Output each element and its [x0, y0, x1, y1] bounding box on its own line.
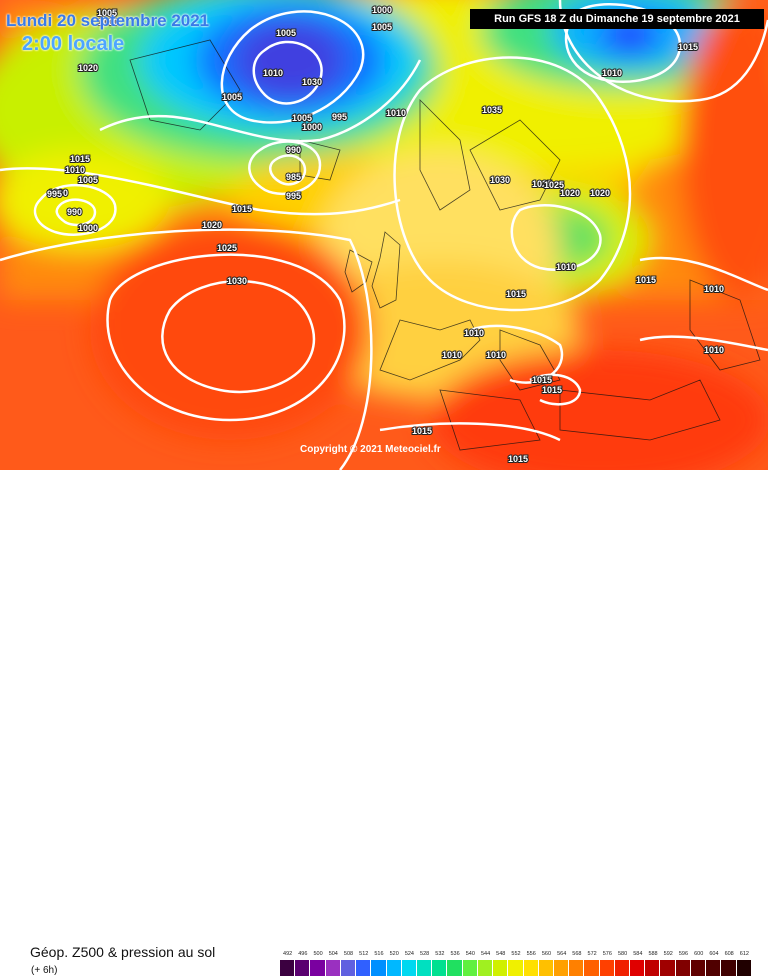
isobar-label: 1010 [442, 350, 462, 360]
isobar-label: 1015 [678, 42, 698, 52]
scale-labels: 492 496 500 504 508 512 516 520 524 528 532 536 540 5… [280, 951, 752, 959]
scale-label: 612 [739, 951, 749, 957]
isobar-label: 1015 [70, 154, 90, 164]
scale-swatch [295, 960, 311, 976]
isobar-label: 1010 [386, 108, 406, 118]
isobar-label: 1020 [202, 220, 222, 230]
isobar-label: 1015 [412, 426, 432, 436]
scale-swatch [401, 960, 417, 976]
scale-swatch [416, 960, 433, 976]
isobar-label: 1020 [590, 188, 610, 198]
scale-swatch [645, 960, 661, 976]
isobar-label: 1030 [302, 77, 322, 87]
isobar-label: 1010 [464, 328, 484, 338]
coastlines [129, 39, 761, 451]
isobar-label: 1030 [490, 175, 510, 185]
scale-swatches [280, 960, 752, 976]
scale-swatch [280, 960, 296, 976]
scale-swatch [462, 960, 478, 976]
isobar-labels: 1000 1005 1010 1015 1020 1025 1030 1035 … [46, 4, 725, 465]
isobar-label: 1005 [78, 175, 98, 185]
scale-swatch [614, 960, 631, 976]
isobar-label: 1005 [222, 92, 242, 102]
isobar-label: 1000 [78, 223, 98, 233]
product-title: Géop. Z500 & pression au sol [30, 944, 216, 960]
scale-swatch [553, 960, 570, 976]
isobar-label: 1005 [97, 8, 117, 18]
isobar-label: 1015 [636, 275, 656, 285]
isobar-label: 1015 [232, 204, 252, 214]
isobar-label: 1030 [227, 276, 247, 286]
isobar-label: 1000 [372, 5, 392, 15]
isobar-label: 1015 [542, 385, 562, 395]
isobar-label: 1010 [556, 262, 576, 272]
scale-swatch [432, 960, 448, 976]
isobar-label: 1015 [508, 454, 528, 464]
scale-swatch [508, 960, 524, 976]
scale-swatch [386, 960, 402, 976]
scale-swatch [660, 960, 676, 976]
scale-swatch [690, 960, 707, 976]
geopotential-map-canvas: 1000 1005 1010 1015 1020 1025 1030 1035 … [0, 0, 768, 470]
isobar-label: 990 [67, 207, 82, 217]
weather-map: 1000 1005 1010 1015 1020 1025 1030 1035 … [0, 0, 768, 470]
scale-swatch [675, 960, 691, 976]
scale-swatch [706, 960, 722, 976]
scale-swatch [477, 960, 494, 976]
scale-swatch [340, 960, 357, 976]
isobar-label: 1010 [486, 350, 506, 360]
scale-swatch [447, 960, 463, 976]
isobar-label: 1010 [704, 345, 724, 355]
scale-swatch [310, 960, 326, 976]
isobar-label: 1015 [506, 289, 526, 299]
scale-swatch [325, 960, 341, 976]
isobar-label: 1020 [560, 188, 580, 198]
copyright-notice: Copyright © 2021 Meteociel.fr [300, 444, 441, 455]
isobar-label: 995 [47, 189, 62, 199]
isobar-label: 990 [286, 145, 301, 155]
forecast-time: 2:00 locale [22, 33, 125, 55]
isobar-label: 1010 [65, 165, 85, 175]
isobar-label: 1015 [532, 375, 552, 385]
map-footer: Géop. Z500 & pression au sol (+ 6h) 492 4… [0, 470, 768, 976]
scale-swatch [599, 960, 615, 976]
forecast-step: (+ 6h) [31, 965, 58, 976]
isobar-label: 1010 [704, 284, 724, 294]
isobar-label: 995 [332, 112, 347, 122]
isobar-label: 1000 [302, 122, 322, 132]
isobar-label: 1000 [98, 17, 118, 27]
forecast-date: Lundi 20 septembre 2021 [6, 11, 210, 30]
isobar-label: 985 [286, 172, 301, 182]
scale-swatch [493, 960, 509, 976]
scale-swatch [736, 960, 752, 976]
scale-swatch [630, 960, 646, 976]
isobar-label: 1025 [217, 243, 237, 253]
scale-swatch [523, 960, 539, 976]
isobars [0, 0, 768, 470]
scale-swatch [569, 960, 585, 976]
geopotential-field [0, 0, 768, 470]
isobar-label: 1005 [276, 28, 296, 38]
isobar-label: 1010 [602, 68, 622, 78]
scale-swatch [721, 960, 737, 976]
scale-swatch [356, 960, 372, 976]
isobar-label: 1005 [292, 113, 312, 123]
isobar-label: 1035 [482, 105, 502, 115]
isobar-label: 1025 [532, 179, 552, 189]
isobar-label: 1000 [48, 188, 68, 198]
isobar-label: 995 [286, 191, 301, 201]
color-scale-legend: 492 496 500 504 508 512 516 520 524 528 532 536 540 5… [280, 951, 752, 977]
isobar-label: 1010 [263, 68, 283, 78]
scale-swatch [538, 960, 554, 976]
scale-swatch [371, 960, 387, 976]
isobar-label: 1025 [544, 180, 564, 190]
isobar-label: 1005 [372, 22, 392, 32]
isobar-label: 1020 [78, 63, 98, 73]
scale-swatch [584, 960, 600, 976]
run-banner: Run GFS 18 Z du Dimanche 19 septembre 20… [470, 9, 764, 29]
